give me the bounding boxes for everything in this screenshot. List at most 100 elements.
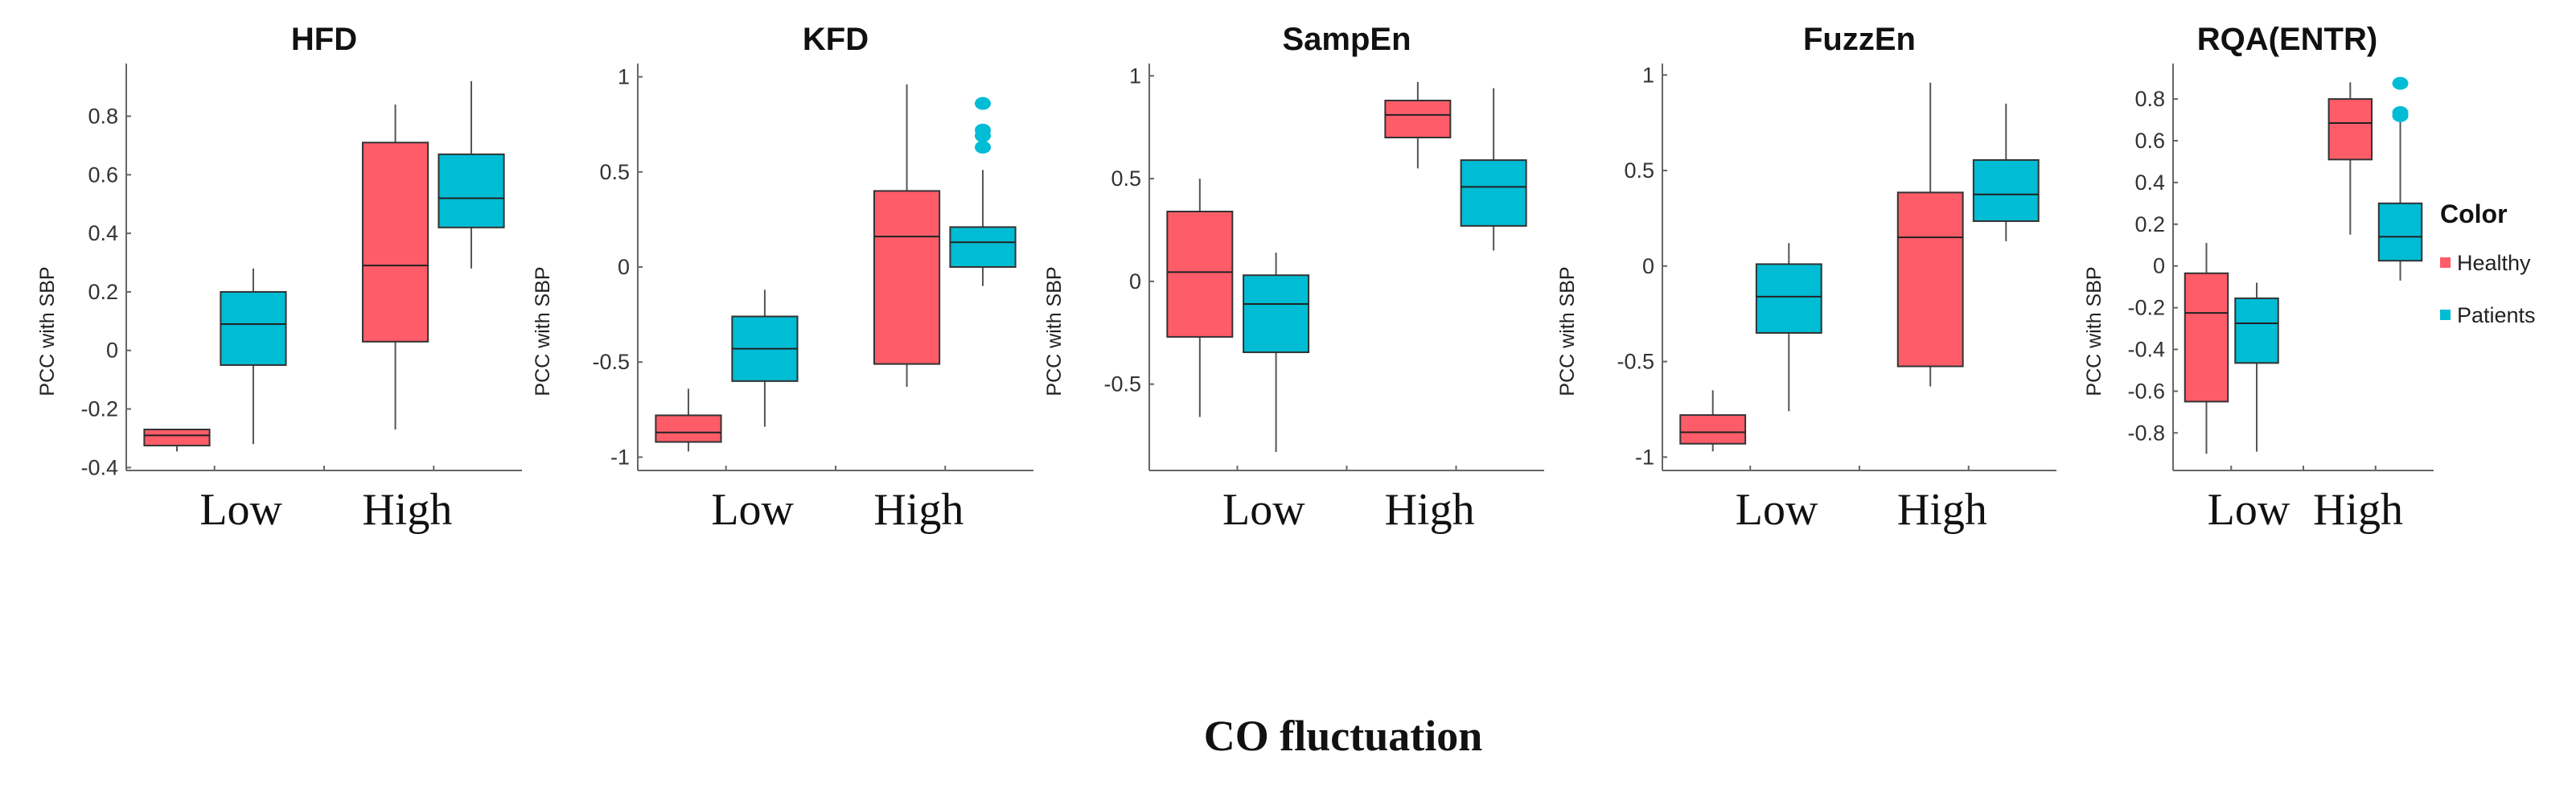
y-tick-label: 0.6 [2134,129,2165,153]
box-high-healthy [361,104,429,430]
category-label-low: Low [711,485,794,535]
panel-fuzzen: FuzzEn -1 -0.5 0 0.5 1 PCC with SBP Low High [1556,22,2056,535]
outlier-point [2392,109,2409,122]
y-axis-label: PCC with SBP [36,266,59,396]
legend-swatch-healthy [2440,257,2451,268]
y-tick-label: 0.8 [88,105,118,129]
iqr-box [1460,159,1527,227]
y-tick-label: -0.2 [2127,296,2165,320]
panel-sampen: SampEn -0.5 0 0.5 1 PCC with SBP Low High [1043,22,1544,535]
iqr-box [1384,100,1452,138]
box-low-patients [1243,253,1310,452]
y-tick-label: -1 [1635,445,1654,469]
y-tick-label: 0 [1129,269,1141,294]
box-high-healthy [2327,82,2373,235]
iqr-box [220,290,287,366]
iqr-box [2377,202,2423,262]
y-tick-label: 1 [618,65,630,89]
box-high-patients [2377,76,2423,281]
y-tick-label: 0.5 [1111,166,1141,191]
y-tick-label: -0.2 [80,397,118,421]
y-tick-label: -0.8 [2127,421,2165,445]
y-tick-label: -0.4 [2127,337,2165,361]
y-axis-label: PCC with SBP [1043,266,1066,396]
panel-kfd: KFD -1 -0.5 0 0.5 1 PCC with SBP Low High [532,22,1033,535]
y-tick-label: 0 [2153,254,2165,278]
legend-label-patients: Patients [2457,303,2536,327]
iqr-box [1896,191,1964,368]
box-high-patients [1460,88,1527,251]
panel-title: RQA(ENTR) [2197,22,2377,57]
legend-label-healthy: Healthy [2457,251,2531,275]
y-tick-label: 0 [106,339,118,363]
iqr-box [1166,211,1234,338]
box-high-healthy [1896,82,1964,387]
box-low-healthy [2184,243,2229,454]
iqr-box [1243,274,1310,354]
y-tick-label: 0.6 [88,162,118,187]
y-axis-label: PCC with SBP [1556,266,1579,396]
box-low-healthy [655,388,722,452]
category-label-low: Low [2208,485,2290,535]
y-tick-label: -0.6 [2127,379,2165,403]
iqr-box [1679,414,1747,445]
box-high-patients [1972,103,2040,241]
legend-swatch-patients [2440,310,2451,320]
iqr-box [143,429,211,447]
panel-rqaentr: RQA(ENTR) -0.8 -0.6 -0.4 -0.2 0 0.2 0.4 0.6 0.8 PC… [2083,22,2434,535]
y-tick-label: 0.2 [88,280,118,304]
y-tick-label: 0 [618,255,630,279]
y-tick-label: 0.8 [2134,87,2165,111]
panel-title: FuzzEn [1803,22,1916,57]
y-tick-label: 1 [1129,64,1141,88]
box-low-patients [731,290,799,427]
y-tick-label: 0 [1642,254,1654,278]
box-low-healthy [1166,179,1234,417]
y-tick-label: -0.5 [592,350,630,374]
legend-title: Color [2440,199,2508,228]
box-low-patients [1755,243,1822,412]
category-label-high: High [2313,485,2403,535]
iqr-box [949,226,1017,268]
category-label-high: High [1897,485,1987,535]
outlier-point [2392,76,2409,90]
box-high-healthy [1384,82,1452,169]
y-tick-label: 0.5 [1624,158,1654,183]
category-label-high: High [362,485,452,535]
category-label-low: Low [1736,485,1818,535]
y-tick-label: 0.2 [2134,212,2165,236]
panel-hfd: HFD -0.4 -0.2 0 0.2 0.4 0.6 0.8 PCC with SBP Low H… [36,22,522,535]
iqr-box [2234,297,2279,364]
iqr-box [873,190,941,365]
box-high-healthy [873,84,941,387]
y-tick-label: -1 [610,445,630,469]
outlier-point [975,141,992,154]
y-tick-label: 0.4 [2134,170,2165,195]
panel-title: KFD [803,22,869,57]
category-label-low: Low [1222,485,1305,535]
iqr-box [438,153,505,228]
y-tick-label: 1 [1642,63,1654,87]
legend: Color Healthy Patients [2440,199,2536,327]
y-tick-label: -0.5 [1103,372,1141,396]
y-axis-label: PCC with SBP [2083,266,2106,396]
y-tick-label: -0.5 [1617,350,1654,374]
iqr-box [2327,98,2373,161]
panel-title: HFD [291,22,357,57]
y-tick-label: 0.4 [88,221,118,245]
outlier-point [975,97,992,110]
y-tick-label: 0.5 [599,160,630,184]
category-label-high: High [873,485,963,535]
iqr-box [655,414,722,443]
box-low-patients [220,268,287,445]
box-high-patients [949,97,1017,286]
iqr-box [2184,272,2229,403]
box-low-healthy [1679,390,1747,452]
category-label-low: Low [199,485,282,535]
x-axis-label: CO fluctuation [1204,712,1483,760]
box-low-healthy [143,429,211,452]
y-tick-label: -0.4 [80,455,118,479]
box-low-patients [2234,282,2279,452]
panel-title: SampEn [1282,22,1411,57]
